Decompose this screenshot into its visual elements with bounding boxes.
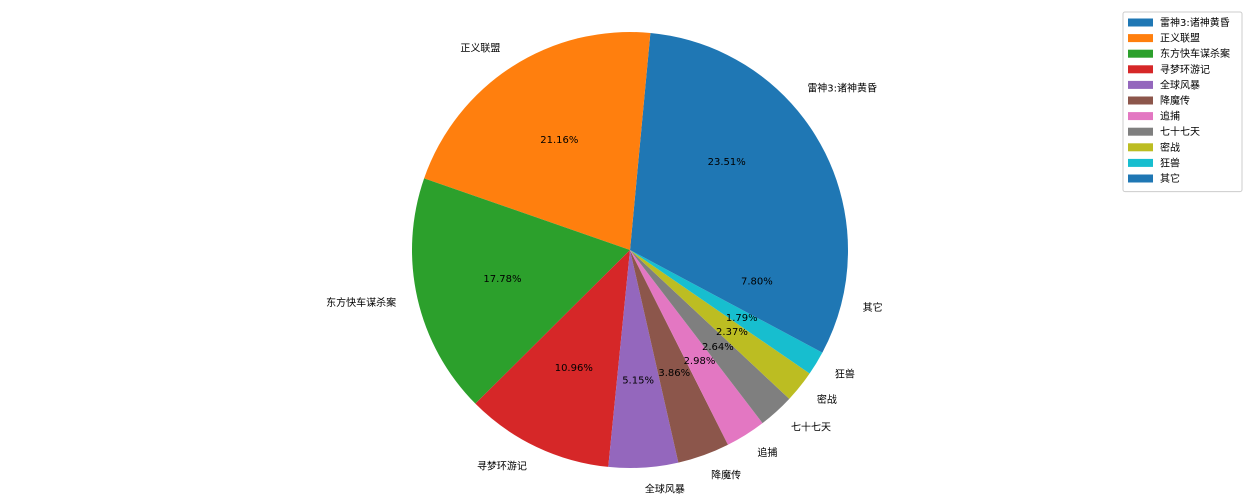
legend-swatch: [1128, 174, 1153, 183]
value-label: 1.79%: [726, 313, 758, 324]
slice-label: 正义联盟: [460, 42, 500, 54]
pie-slice: [424, 31, 651, 250]
slice-label: 狂兽: [835, 368, 855, 381]
legend-label: 其它: [1160, 172, 1180, 185]
value-label: 10.96%: [555, 363, 593, 374]
value-label: 21.16%: [540, 135, 578, 146]
legend-swatch: [1128, 80, 1153, 89]
legend-swatch: [1128, 112, 1153, 121]
value-label: 23.51%: [708, 157, 746, 168]
legend-swatch: [1128, 158, 1153, 167]
slice-label: 其它: [863, 301, 883, 314]
legend-label: 东方快车谋杀案: [1160, 47, 1230, 60]
value-label: 7.80%: [741, 277, 773, 288]
legend-label: 降魔传: [1160, 94, 1190, 107]
legend-label: 雷神3:诸神黄昏: [1160, 16, 1230, 29]
pie-slice: [475, 250, 630, 467]
legend-swatch: [1128, 143, 1153, 152]
legend-label: 寻梦环游记: [1160, 63, 1210, 76]
slice-label: 雷神3:诸神黄昏: [807, 82, 877, 95]
pie-slice: [630, 250, 728, 463]
legend-swatch: [1128, 49, 1153, 58]
legend-swatch: [1128, 127, 1153, 136]
slice-label: 追捕: [757, 446, 777, 459]
legend-label: 追捕: [1160, 110, 1180, 123]
value-label: 3.86%: [658, 368, 690, 379]
pie-slice: [411, 178, 630, 404]
value-label: 2.98%: [684, 356, 716, 367]
slice-label: 全球风暴: [645, 482, 685, 495]
pie-slice: [630, 250, 848, 353]
value-label: 17.78%: [483, 274, 521, 285]
legend-swatch: [1128, 34, 1153, 43]
pie-slice: [630, 250, 763, 445]
pie-slice: [630, 32, 848, 250]
slice-label: 寻梦环游记: [477, 460, 527, 473]
legend-label: 狂兽: [1160, 156, 1180, 169]
pie-slice: [608, 250, 679, 468]
slice-label: 降魔传: [711, 469, 741, 482]
legend-label: 七十七天: [1160, 125, 1200, 138]
slice-label: 密战: [817, 393, 837, 406]
value-label: 5.15%: [622, 376, 654, 387]
legend-label: 全球风暴: [1160, 78, 1200, 91]
slice-label: 东方快车谋杀案: [326, 296, 396, 309]
slice-label: 七十七天: [791, 421, 831, 434]
legend-swatch: [1128, 18, 1153, 27]
value-label: 2.37%: [716, 327, 748, 338]
pie-slice: [630, 250, 810, 399]
legend-swatch: [1128, 65, 1153, 74]
value-label: 2.64%: [702, 342, 734, 353]
legend-swatch: [1128, 96, 1153, 105]
pie-slice: [630, 250, 823, 374]
legend-label: 正义联盟: [1160, 33, 1200, 45]
legend-label: 密战: [1160, 141, 1180, 154]
pie-slice: [630, 250, 790, 424]
